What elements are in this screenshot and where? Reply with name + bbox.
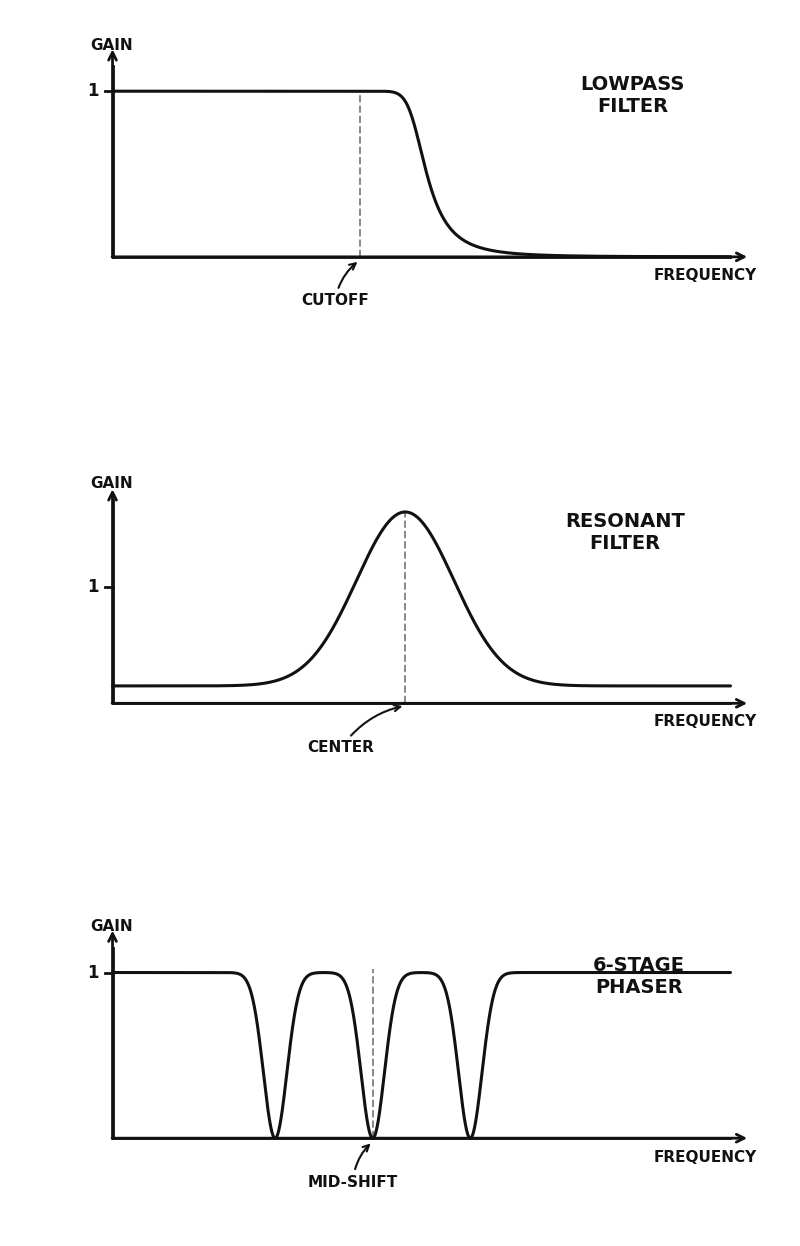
Text: CUTOFF: CUTOFF [301,263,369,308]
Text: FREQUENCY: FREQUENCY [654,268,757,283]
Text: 1: 1 [86,578,98,597]
Text: GAIN: GAIN [90,920,132,934]
Text: MID-SHIFT: MID-SHIFT [308,1145,398,1190]
Text: 1: 1 [86,963,98,982]
Text: FREQUENCY: FREQUENCY [654,714,757,729]
Text: 1: 1 [86,82,98,100]
Text: LOWPASS
FILTER: LOWPASS FILTER [581,75,685,116]
Text: GAIN: GAIN [90,39,132,54]
Text: 6-STAGE
PHASER: 6-STAGE PHASER [593,956,685,997]
Text: FREQUENCY: FREQUENCY [654,1150,757,1165]
Text: CENTER: CENTER [308,705,400,755]
Text: GAIN: GAIN [90,476,132,491]
Text: RESONANT
FILTER: RESONANT FILTER [565,512,685,553]
